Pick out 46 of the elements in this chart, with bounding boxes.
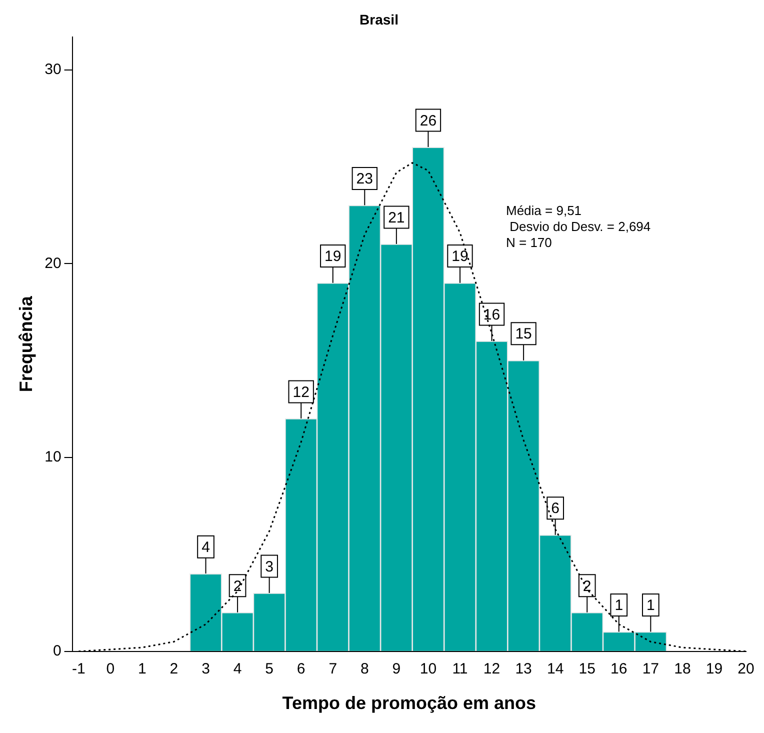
x-tick-label: 7	[328, 660, 338, 678]
annotation: Desvio do Desv. = 2,694	[506, 218, 651, 234]
x-tick-label: 5	[265, 660, 274, 678]
data-label: 26	[420, 112, 437, 130]
y-tick-label: 30	[44, 60, 62, 78]
x-tick-label: 2	[170, 660, 178, 678]
data-label: 4	[202, 538, 210, 556]
x-tick-label: 20	[738, 660, 754, 678]
data-label: 21	[388, 209, 405, 226]
data-label: 15	[515, 326, 532, 343]
data-label: 19	[452, 248, 468, 266]
data-label: 2	[233, 578, 242, 595]
data-label: 1	[646, 597, 655, 614]
x-tick-label: 8	[360, 660, 369, 678]
data-label: 16	[483, 306, 500, 324]
x-tick-label: 4	[233, 660, 242, 678]
y-tick-label: 0	[52, 642, 62, 660]
data-label: 12	[292, 384, 310, 401]
x-tick-label: 15	[578, 660, 596, 678]
data-label: 3	[265, 558, 274, 576]
x-tick-label: 3	[202, 660, 210, 678]
y-tick-label: 10	[44, 448, 62, 466]
y-tick-label: 20	[44, 254, 62, 272]
x-tick-label: 12	[483, 660, 500, 678]
x-tick-label: 18	[674, 660, 691, 678]
x-tick-label: 16	[610, 660, 628, 678]
data-label: 1	[614, 597, 624, 614]
x-tick-label: 13	[515, 660, 532, 678]
x-axis-title: Tempo de promoção em anos	[282, 693, 536, 714]
annotation: Média = 9,51	[506, 202, 582, 218]
data-label: 6	[551, 500, 560, 518]
y-axis-title: Frequência	[16, 295, 36, 392]
x-tick-label: 11	[452, 660, 468, 678]
x-tick-label: 14	[546, 660, 564, 678]
x-tick-label: 10	[420, 660, 437, 678]
x-tick-label: 1	[138, 660, 146, 678]
data-label: 23	[356, 170, 373, 188]
x-tick-label: 17	[642, 660, 660, 678]
x-tick-label: 19	[706, 660, 723, 678]
chart-title: Brasil	[360, 11, 398, 28]
x-tick-label: 6	[296, 660, 306, 678]
data-label: 19	[324, 248, 342, 266]
x-tick-label: 0	[106, 660, 115, 678]
annotation: N = 170	[506, 234, 552, 250]
x-tick-label: 9	[392, 660, 401, 678]
x-tick-label: -1	[72, 660, 86, 678]
